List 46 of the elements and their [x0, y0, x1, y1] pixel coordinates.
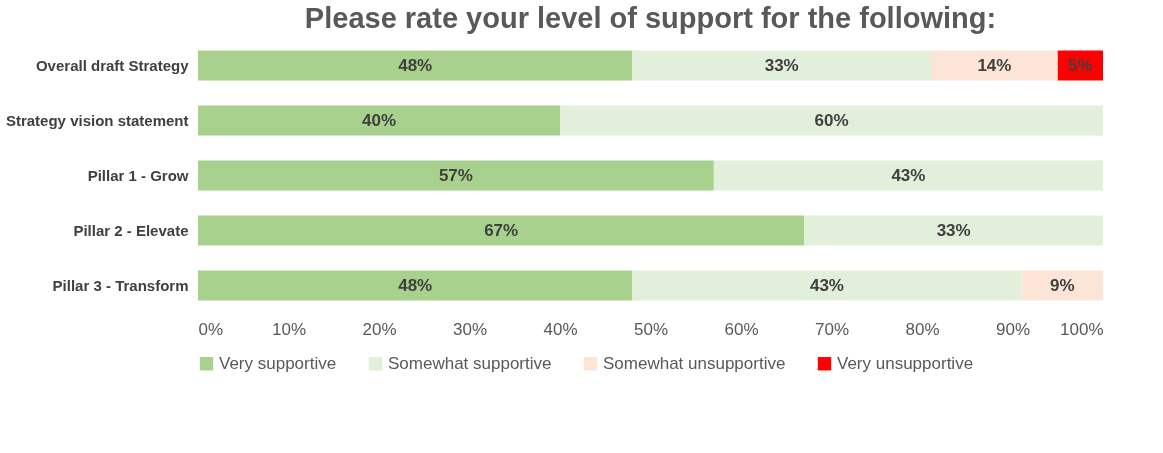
bar [560, 105, 1103, 136]
legend-label: Somewhat supportive [388, 353, 552, 373]
y-tick-label: Strategy vision statement [5, 111, 189, 129]
bar [804, 215, 1103, 246]
data-label: 43% [809, 275, 844, 295]
bar [713, 160, 1103, 191]
y-tick-label: Pillar 2 - Elevate [73, 221, 189, 239]
bar [198, 215, 805, 246]
x-tick-label: 40% [543, 319, 578, 339]
bar [198, 270, 633, 301]
data-label: 67% [484, 220, 519, 240]
x-tick-label: 20% [362, 319, 397, 339]
data-label: 43% [891, 165, 926, 185]
bar [198, 160, 714, 191]
bar [1021, 270, 1103, 301]
data-label: 57% [438, 165, 473, 185]
data-label: 14% [977, 55, 1012, 75]
data-label: 33% [764, 55, 799, 75]
data-label: 60% [814, 110, 849, 130]
y-tick-label: Pillar 3 - Transform [52, 276, 189, 294]
legend-label: Somewhat unsupportive [603, 353, 786, 373]
bar [198, 50, 633, 81]
bar [632, 270, 1022, 301]
data-label: 33% [936, 220, 971, 240]
x-tick-label: 50% [633, 319, 669, 339]
data-label: 48% [398, 275, 433, 295]
x-tick-label: 100% [1060, 319, 1104, 339]
x-tick-label: 90% [995, 319, 1031, 339]
bar [931, 50, 1058, 81]
data-label: 5% [1068, 55, 1093, 75]
data-label: 48% [398, 55, 433, 75]
x-tick-label: 30% [452, 319, 488, 339]
bar [632, 50, 932, 81]
legend-label: Very supportive [219, 353, 337, 373]
chart-title: Please rate your level of support for the following: [304, 2, 997, 34]
data-label: 9% [1049, 275, 1075, 295]
legend-label: Very unsupportive [837, 353, 974, 373]
x-tick-label: 70% [814, 319, 850, 339]
x-tick-label: 10% [271, 319, 307, 339]
y-tick-label: Pillar 1 - Grow [87, 166, 189, 184]
bar [198, 105, 560, 136]
data-label: 40% [361, 110, 397, 130]
x-tick-label: 60% [724, 319, 759, 339]
y-tick-label: Overall draft Strategy [35, 56, 190, 74]
x-tick-label: 0% [198, 319, 224, 339]
x-tick-label: 80% [905, 319, 940, 339]
